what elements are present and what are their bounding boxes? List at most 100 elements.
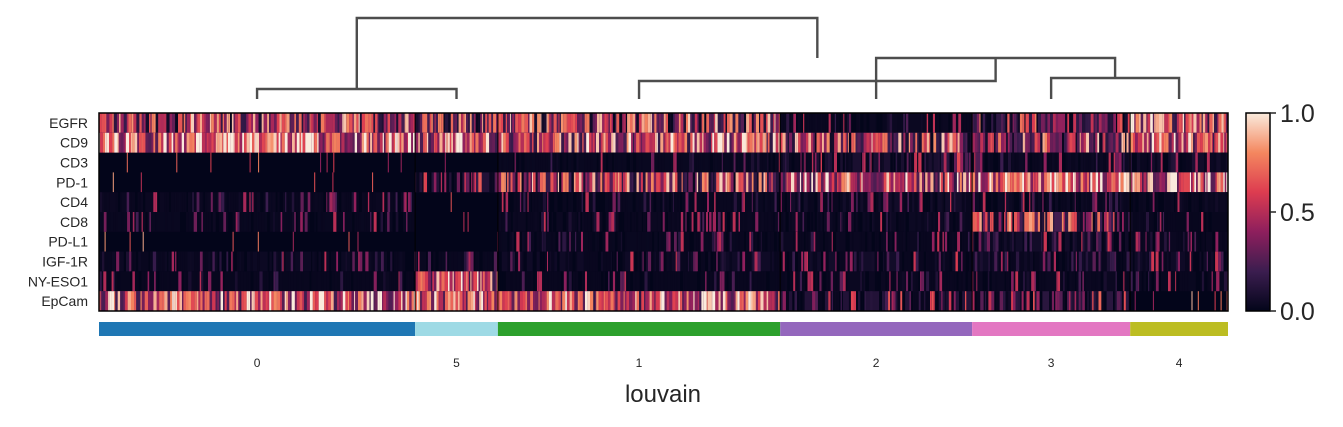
cell-streak: [326, 113, 329, 133]
cell-streak: [493, 113, 496, 133]
cell-streak: [882, 291, 884, 311]
cell-streak: [806, 232, 808, 252]
cell-streak: [697, 133, 700, 153]
cell-streak: [979, 192, 980, 212]
cell-streak: [193, 133, 195, 153]
cell-streak: [1136, 271, 1138, 291]
cell-streak: [723, 212, 725, 232]
cell-streak: [219, 271, 221, 291]
cell-streak: [959, 291, 962, 311]
cell-streak: [1014, 232, 1016, 252]
cell-streak: [130, 212, 133, 232]
cell-streak: [1022, 291, 1024, 311]
cell-streak: [825, 291, 828, 311]
cell-streak: [374, 271, 377, 291]
cell-streak: [664, 172, 667, 192]
cell-streak: [585, 291, 588, 311]
cell-streak: [894, 153, 896, 173]
cell-streak: [539, 271, 542, 291]
cell-streak: [736, 232, 739, 252]
cell-streak: [821, 172, 824, 192]
cell-streak: [563, 172, 565, 192]
cell-streak: [652, 232, 654, 252]
cell-streak: [517, 271, 520, 291]
cell-streak: [259, 113, 262, 133]
cell-streak: [529, 232, 531, 252]
cell-streak: [1176, 252, 1178, 272]
cell-streak: [785, 252, 787, 272]
cell-streak: [535, 252, 537, 272]
cell-streak: [272, 271, 274, 291]
cell-streak: [576, 232, 578, 252]
cell-streak: [448, 113, 451, 133]
cell-streak: [349, 232, 350, 252]
cell-streak: [1208, 212, 1211, 232]
cell-streak: [1103, 172, 1106, 192]
cell-streak: [921, 232, 924, 252]
cell-streak: [208, 212, 211, 232]
cell-streak: [246, 113, 248, 133]
cell-streak: [578, 192, 581, 212]
cell-streak: [754, 133, 756, 153]
cell-streak: [522, 172, 524, 192]
cell-streak: [526, 192, 528, 212]
cell-streak: [424, 113, 427, 133]
cell-streak: [940, 153, 941, 173]
cell-streak: [676, 212, 677, 232]
cell-streak: [740, 212, 743, 232]
cell-streak: [373, 252, 375, 272]
cell-streak: [935, 232, 938, 252]
cell-streak: [1101, 271, 1102, 291]
cell-streak: [583, 291, 585, 311]
cell-streak: [748, 172, 749, 192]
cell-streak: [726, 172, 728, 192]
cell-streak: [997, 153, 998, 173]
cell-streak: [904, 252, 907, 272]
cell-streak: [410, 113, 413, 133]
cell-streak: [149, 113, 151, 133]
cell-streak: [1213, 113, 1215, 133]
cell-streak: [439, 291, 440, 311]
cell-streak: [280, 271, 283, 291]
cell-streak: [513, 172, 516, 192]
cell-streak: [825, 153, 828, 173]
cell-streak: [646, 212, 647, 232]
cell-streak: [1092, 133, 1093, 153]
cell-streak: [1124, 172, 1127, 192]
cell-streak: [321, 212, 322, 232]
cell-streak: [409, 252, 412, 272]
cell-streak: [502, 153, 504, 173]
cell-streak: [592, 172, 595, 192]
cell-streak: [1164, 133, 1166, 153]
cell-streak: [1161, 153, 1163, 173]
cell-streak: [1180, 192, 1183, 212]
cell-streak: [593, 133, 595, 153]
cell-streak: [398, 113, 401, 133]
cell-streak: [746, 291, 749, 311]
cell-streak: [337, 133, 340, 153]
cell-streak: [689, 291, 691, 311]
cell-streak: [1169, 133, 1172, 153]
cell-streak: [607, 172, 610, 192]
cell-streak: [749, 133, 752, 153]
cell-streak: [700, 212, 701, 232]
cell-streak: [430, 113, 432, 133]
cell-streak: [1133, 252, 1135, 272]
cell-streak: [767, 133, 768, 153]
colorbar-gradient: [1246, 113, 1270, 311]
cell-streak: [721, 291, 723, 311]
cell-streak: [724, 113, 726, 133]
cell-streak: [453, 271, 454, 291]
cell-streak: [441, 271, 444, 291]
cell-streak: [729, 153, 731, 173]
cell-streak: [926, 153, 929, 173]
cell-streak: [678, 153, 681, 173]
cell-streak: [1054, 232, 1057, 252]
cell-streak: [706, 133, 709, 153]
cell-streak: [1138, 252, 1141, 272]
cell-streak: [865, 172, 868, 192]
cell-streak: [489, 172, 492, 192]
cell-streak: [599, 192, 602, 212]
cell-streak: [501, 133, 503, 153]
cell-streak: [1014, 133, 1017, 153]
